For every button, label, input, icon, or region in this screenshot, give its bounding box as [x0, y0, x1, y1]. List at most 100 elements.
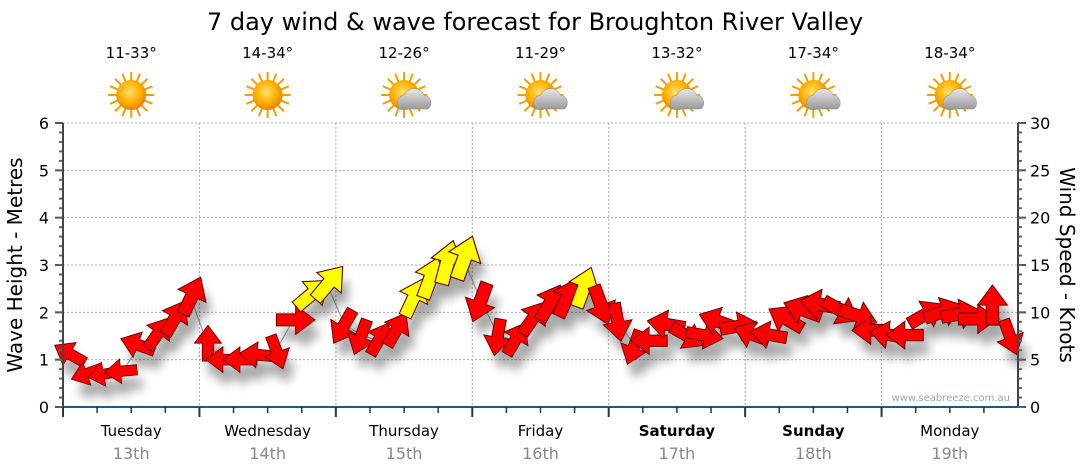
sun-ray — [413, 78, 422, 86]
y-tick-label: 6 — [39, 114, 49, 133]
day-name: Saturday — [639, 422, 716, 440]
wind-arrow — [768, 305, 807, 335]
wind-arrow — [309, 265, 344, 305]
sun-ray — [544, 107, 551, 117]
sun-ray — [523, 104, 532, 112]
cloud — [669, 88, 704, 110]
cloud — [533, 88, 568, 110]
sun-ray — [928, 85, 938, 91]
sunny-icon — [108, 72, 155, 118]
sun-ray — [530, 107, 537, 117]
sun-ray — [544, 73, 551, 83]
y2-axis-label: Wind Speed - Knots — [1055, 167, 1079, 363]
wind-arrow-shadow — [471, 295, 501, 336]
sun-ray — [109, 99, 119, 105]
sun-ray — [803, 73, 809, 83]
sun-ray — [276, 104, 285, 112]
wind-arrow — [275, 304, 316, 336]
wind-arrow — [483, 317, 513, 357]
wind-arrow — [176, 276, 207, 318]
sun-ray — [940, 107, 946, 117]
sun-ray — [928, 99, 938, 105]
sun-ray — [408, 107, 414, 117]
day-temperature: 18-34° — [924, 44, 975, 62]
sun-ray — [518, 99, 528, 105]
sun-ray — [954, 73, 960, 83]
sun-ray — [394, 73, 400, 83]
sun-ray — [135, 107, 141, 117]
sun-ray — [803, 107, 809, 117]
sun-ray — [659, 78, 668, 86]
day-date: 17th — [659, 444, 696, 463]
day-name: Wednesday — [224, 422, 311, 440]
sun-ray — [140, 104, 149, 112]
wind-arrow — [263, 333, 291, 370]
day-temperature: 13-32° — [651, 44, 702, 62]
sun-ray — [246, 99, 256, 105]
y2-tick-label: 0 — [1030, 398, 1040, 417]
wind-arrow — [602, 301, 633, 343]
y-axis-label: Wave Height - Metres — [3, 157, 27, 372]
sun-ray — [954, 107, 960, 117]
sun-ray — [276, 78, 285, 86]
sun-ray — [667, 73, 673, 83]
day-name: Friday — [518, 422, 564, 440]
y2-tick-label: 5 — [1030, 351, 1040, 370]
sun-ray — [667, 107, 673, 117]
sun-ray — [387, 78, 395, 86]
y2-tick-label: 25 — [1030, 161, 1050, 180]
sun-ray — [958, 78, 967, 86]
sun-ray — [796, 104, 805, 112]
chart-title: 7 day wind & wave forecast for Broughton… — [207, 8, 863, 36]
sun-ray — [394, 107, 400, 117]
wind-arrow — [381, 312, 410, 349]
sun-ray — [250, 78, 259, 86]
day-date: 14th — [249, 444, 286, 463]
sun-ray — [114, 104, 123, 112]
day-name: Monday — [920, 422, 979, 440]
sun-ray — [280, 85, 290, 91]
y-tick-label: 4 — [39, 209, 49, 228]
sun-ray — [655, 85, 665, 91]
y-tick-label: 1 — [39, 351, 49, 370]
sunny-icon — [244, 72, 291, 118]
wind-arrow — [685, 320, 724, 350]
sun-ray — [121, 107, 127, 117]
sun-ray — [686, 78, 694, 86]
wind-arrow — [749, 320, 789, 350]
sun-ray — [257, 107, 264, 117]
day-date: 13th — [113, 444, 150, 463]
sun-ray — [791, 85, 801, 91]
sun-ray — [940, 73, 946, 83]
partly-cloudy-icon — [926, 72, 977, 118]
day-temperature: 12-26° — [379, 44, 430, 62]
wind-arrow — [585, 283, 617, 326]
y-tick-label: 0 — [39, 398, 49, 417]
sun-ray — [257, 73, 264, 83]
sun-ray — [382, 99, 392, 105]
wind-arrow — [568, 266, 600, 310]
day-date: 19th — [931, 444, 968, 463]
sun-ray — [246, 85, 256, 91]
day-temperature: 11-33° — [106, 44, 157, 62]
partly-cloudy-icon — [790, 72, 841, 118]
sun-ray — [681, 107, 687, 117]
sun-ray — [143, 85, 153, 91]
sun-ray — [387, 104, 395, 112]
day-name: Thursday — [368, 422, 439, 440]
sun-ray — [817, 73, 824, 83]
sun-ray — [523, 78, 532, 86]
sun-ray — [382, 85, 392, 91]
day-temperature: 17-34° — [788, 44, 839, 62]
day-date: 15th — [386, 444, 423, 463]
day-name: Sunday — [782, 422, 845, 440]
sun-ray — [140, 78, 149, 86]
wind-arrow — [885, 320, 924, 350]
partly-cloudy-icon — [381, 72, 432, 118]
wind-arrow — [70, 361, 105, 386]
sun-ray — [109, 85, 119, 91]
sun-ray — [817, 107, 824, 117]
sun-disc — [252, 80, 283, 110]
